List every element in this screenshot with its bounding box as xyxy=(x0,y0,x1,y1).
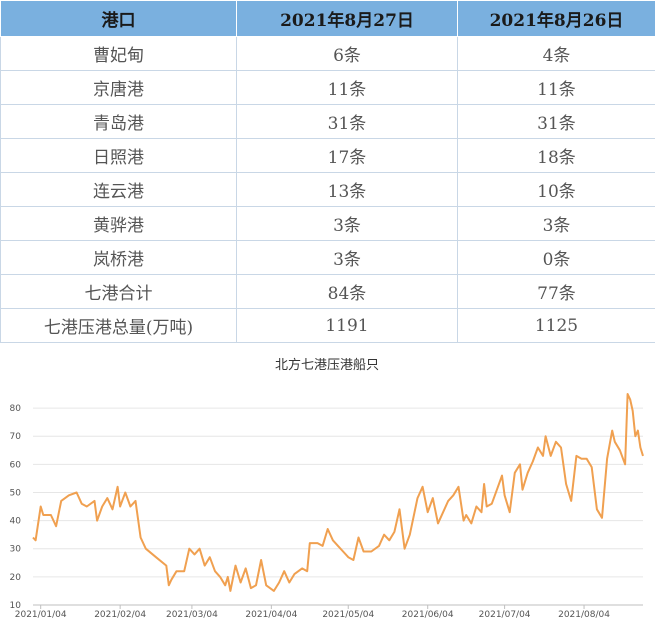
cell-value: 31条 xyxy=(236,104,458,139)
table-row: 连云港 13条 10条 xyxy=(0,172,655,207)
series-line xyxy=(32,393,644,592)
table-row: 七港压港总量(万吨) 1191 1125 xyxy=(0,308,655,343)
port-table: 港口 2021年8月27日 2021年8月26日 曹妃甸 6条 4条 京唐港 1… xyxy=(0,0,655,343)
cell-value: 77条 xyxy=(457,274,655,309)
y-tick-label: 20 xyxy=(10,573,22,583)
table-row: 七港合计 84条 77条 xyxy=(0,274,655,309)
y-tick-label: 10 xyxy=(10,601,22,611)
x-tick-label: 2021/06/04 xyxy=(402,610,454,620)
port-name: 黄骅港 xyxy=(0,206,237,241)
y-tick-label: 30 xyxy=(10,545,22,555)
port-name: 七港合计 xyxy=(0,274,237,309)
table-header-row: 港口 2021年8月27日 2021年8月26日 xyxy=(0,0,655,37)
port-name: 日照港 xyxy=(0,138,237,173)
y-tick-label: 70 xyxy=(10,432,22,442)
x-tick-label: 2021/05/04 xyxy=(322,610,374,620)
cell-value: 11条 xyxy=(236,70,458,105)
table-row: 青岛港 31条 31条 xyxy=(0,104,655,139)
port-name: 连云港 xyxy=(0,172,237,207)
cell-value: 84条 xyxy=(236,274,458,309)
cell-value: 11条 xyxy=(457,70,655,105)
table-row: 日照港 17条 18条 xyxy=(0,138,655,173)
axes: 10 20 30 40 50 60 70 80 2021/01/04 2021/02/04 2021… xyxy=(10,404,643,620)
header-date-2: 2021年8月26日 xyxy=(457,0,655,37)
cell-value: 10条 xyxy=(457,172,655,207)
cell-value: 4条 xyxy=(457,36,655,71)
table-row: 曹妃甸 6条 4条 xyxy=(0,36,655,71)
cell-value: 17条 xyxy=(236,138,458,173)
y-tick-label: 50 xyxy=(10,488,22,498)
x-tick-label: 2021/01/04 xyxy=(15,610,67,620)
cell-value: 31条 xyxy=(457,104,655,139)
chart-container: 北方七港压港船只 10 20 30 40 50 60 70 80 2021/01/04 2021/… xyxy=(0,340,655,628)
header-date-1: 2021年8月27日 xyxy=(236,0,458,37)
series-layer xyxy=(32,393,644,592)
x-tick-label: 2021/08/04 xyxy=(558,610,610,620)
y-tick-label: 80 xyxy=(10,404,22,414)
y-tick-label: 40 xyxy=(10,517,22,527)
x-tick-label: 2021/07/04 xyxy=(479,610,531,620)
port-name: 岚桥港 xyxy=(0,240,237,275)
cell-value: 3条 xyxy=(236,240,458,275)
table-row: 岚桥港 3条 0条 xyxy=(0,240,655,275)
cell-value: 1191 xyxy=(236,308,458,343)
cell-value: 1125 xyxy=(457,308,655,343)
cell-value: 6条 xyxy=(236,36,458,71)
port-name: 青岛港 xyxy=(0,104,237,139)
x-tick-label: 2021/02/04 xyxy=(94,610,146,620)
table-row: 黄骅港 3条 3条 xyxy=(0,206,655,241)
gridlines xyxy=(33,407,643,578)
cell-value: 18条 xyxy=(457,138,655,173)
table-row: 京唐港 11条 11条 xyxy=(0,70,655,105)
chart-title: 北方七港压港船只 xyxy=(275,357,379,373)
port-name: 七港压港总量(万吨) xyxy=(0,308,237,343)
x-tick-label: 2021/04/04 xyxy=(245,610,297,620)
cell-value: 3条 xyxy=(236,206,458,241)
header-port: 港口 xyxy=(0,0,237,37)
port-name: 京唐港 xyxy=(0,70,237,105)
cell-value: 13条 xyxy=(236,172,458,207)
port-name: 曹妃甸 xyxy=(0,36,237,71)
cell-value: 3条 xyxy=(457,206,655,241)
y-tick-label: 60 xyxy=(10,460,22,470)
line-chart: 北方七港压港船只 10 20 30 40 50 60 70 80 2021/01/04 2021/… xyxy=(10,357,644,620)
cell-value: 0条 xyxy=(457,240,655,275)
x-tick-label: 2021/03/04 xyxy=(166,610,218,620)
